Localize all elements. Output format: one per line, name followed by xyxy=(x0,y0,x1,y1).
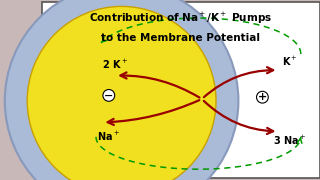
Ellipse shape xyxy=(27,6,216,180)
Text: Contribution of Na$^+$/K$^+$ Pumps: Contribution of Na$^+$/K$^+$ Pumps xyxy=(89,10,272,26)
Text: Na$^+$: Na$^+$ xyxy=(97,130,120,143)
Text: 2 K$^+$: 2 K$^+$ xyxy=(102,58,128,71)
Text: −: − xyxy=(104,90,114,100)
Text: +: + xyxy=(258,92,267,102)
Text: to the Membrane Potential: to the Membrane Potential xyxy=(101,33,260,43)
FancyBboxPatch shape xyxy=(42,2,320,178)
Ellipse shape xyxy=(5,0,238,180)
Text: K$^+$: K$^+$ xyxy=(282,55,298,68)
Text: 3 Na$^+$: 3 Na$^+$ xyxy=(273,134,306,147)
